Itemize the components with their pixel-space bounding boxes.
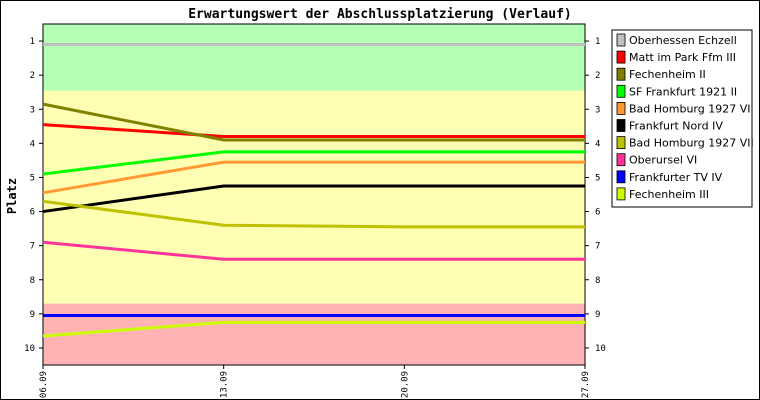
series-line-fechenheim-iii [42, 320, 585, 338]
y-tick-label-right: 8 [595, 276, 600, 286]
y-tick-label-left: 2 [30, 71, 35, 81]
x-tick-label: 13.09 [220, 371, 230, 398]
legend-swatch [616, 170, 626, 184]
legend-label: Frankfurt Nord IV [629, 120, 723, 133]
y-tick-label-right: 7 [595, 242, 600, 252]
y-tick-label-left: 9 [30, 310, 35, 320]
legend-swatch [616, 67, 626, 81]
legend-label: Frankfurter TV IV [629, 171, 723, 184]
y-tick-label-left: 6 [30, 208, 35, 218]
x-tick-label: 06.09 [39, 371, 49, 398]
chart-title: Erwartungswert der Abschlussplatzierung … [188, 7, 572, 22]
background-band-0 [43, 24, 585, 91]
y-tick-label-right: 10 [595, 344, 606, 354]
series-line-frankfurt-nord-iv [42, 184, 585, 214]
series-line-oberursel-vi [42, 240, 585, 261]
y-tick-label-right: 5 [595, 173, 600, 183]
y-tick-label-left: 5 [30, 173, 35, 183]
legend-swatch [616, 84, 626, 98]
series-line-sf-frankfurt-1921-ii [42, 150, 585, 176]
y-tick-label-left: 1 [30, 37, 35, 47]
legend-swatch [616, 187, 626, 201]
legend: Oberhessen Echzell Matt im Park Ffm III Fe… [611, 29, 754, 208]
legend-label: Oberhessen Echzell [629, 34, 737, 47]
legend-swatch [616, 33, 626, 47]
y-tick-label-right: 6 [595, 208, 600, 218]
legend-label: Oberursel VI [629, 154, 697, 167]
legend-swatch [616, 50, 626, 64]
legend-label: Fechenheim II [629, 68, 706, 81]
legend-swatch [616, 102, 626, 115]
legend-box [611, 29, 753, 208]
series-line-bad-homburg-1927-vi [42, 160, 585, 195]
x-tick-label: 20.09 [400, 371, 410, 398]
series-line-bad-homburg-1927-vii [42, 199, 585, 229]
y-tick-label-right: 9 [595, 310, 600, 320]
legend-label: Matt im Park Ffm III [629, 51, 736, 64]
legend-label: Fechenheim III [629, 188, 709, 201]
legend-label: Bad Homburg 1927 VI [629, 102, 751, 115]
legend-swatch [616, 119, 626, 132]
legend-label: SF Frankfurt 1921 II [629, 85, 737, 98]
legend-swatch [616, 153, 626, 167]
y-tick-label-right: 1 [595, 37, 600, 47]
y-tick-label-left: 10 [24, 344, 35, 354]
y-tick-label-right: 2 [595, 71, 600, 81]
legend-label: Bad Homburg 1927 VII [629, 137, 754, 150]
y-axis-label: Platz [5, 178, 19, 214]
y-tick-label-right: 4 [595, 139, 600, 149]
background-band-1 [43, 90, 585, 304]
y-tick-label-right: 3 [595, 105, 600, 115]
x-tick-label: 27.09 [581, 371, 591, 398]
background-band-2 [43, 303, 585, 365]
plot-area: 1 1 2 2 3 3 4 4 5 5 6 6 7 7 8 8 9 9 10 10 06.09 13.09 20.09 27.… [24, 23, 606, 398]
legend-swatch [616, 136, 626, 150]
plot-border [42, 23, 586, 366]
y-tick-label-left: 8 [30, 276, 35, 286]
y-tick-label-left: 4 [30, 139, 35, 149]
y-tick-label-left: 7 [30, 242, 35, 252]
series-line-fechenheim-ii [42, 102, 585, 142]
series-line-matt-im-park-ffm-iii [42, 123, 585, 139]
y-tick-label-left: 3 [30, 105, 35, 115]
